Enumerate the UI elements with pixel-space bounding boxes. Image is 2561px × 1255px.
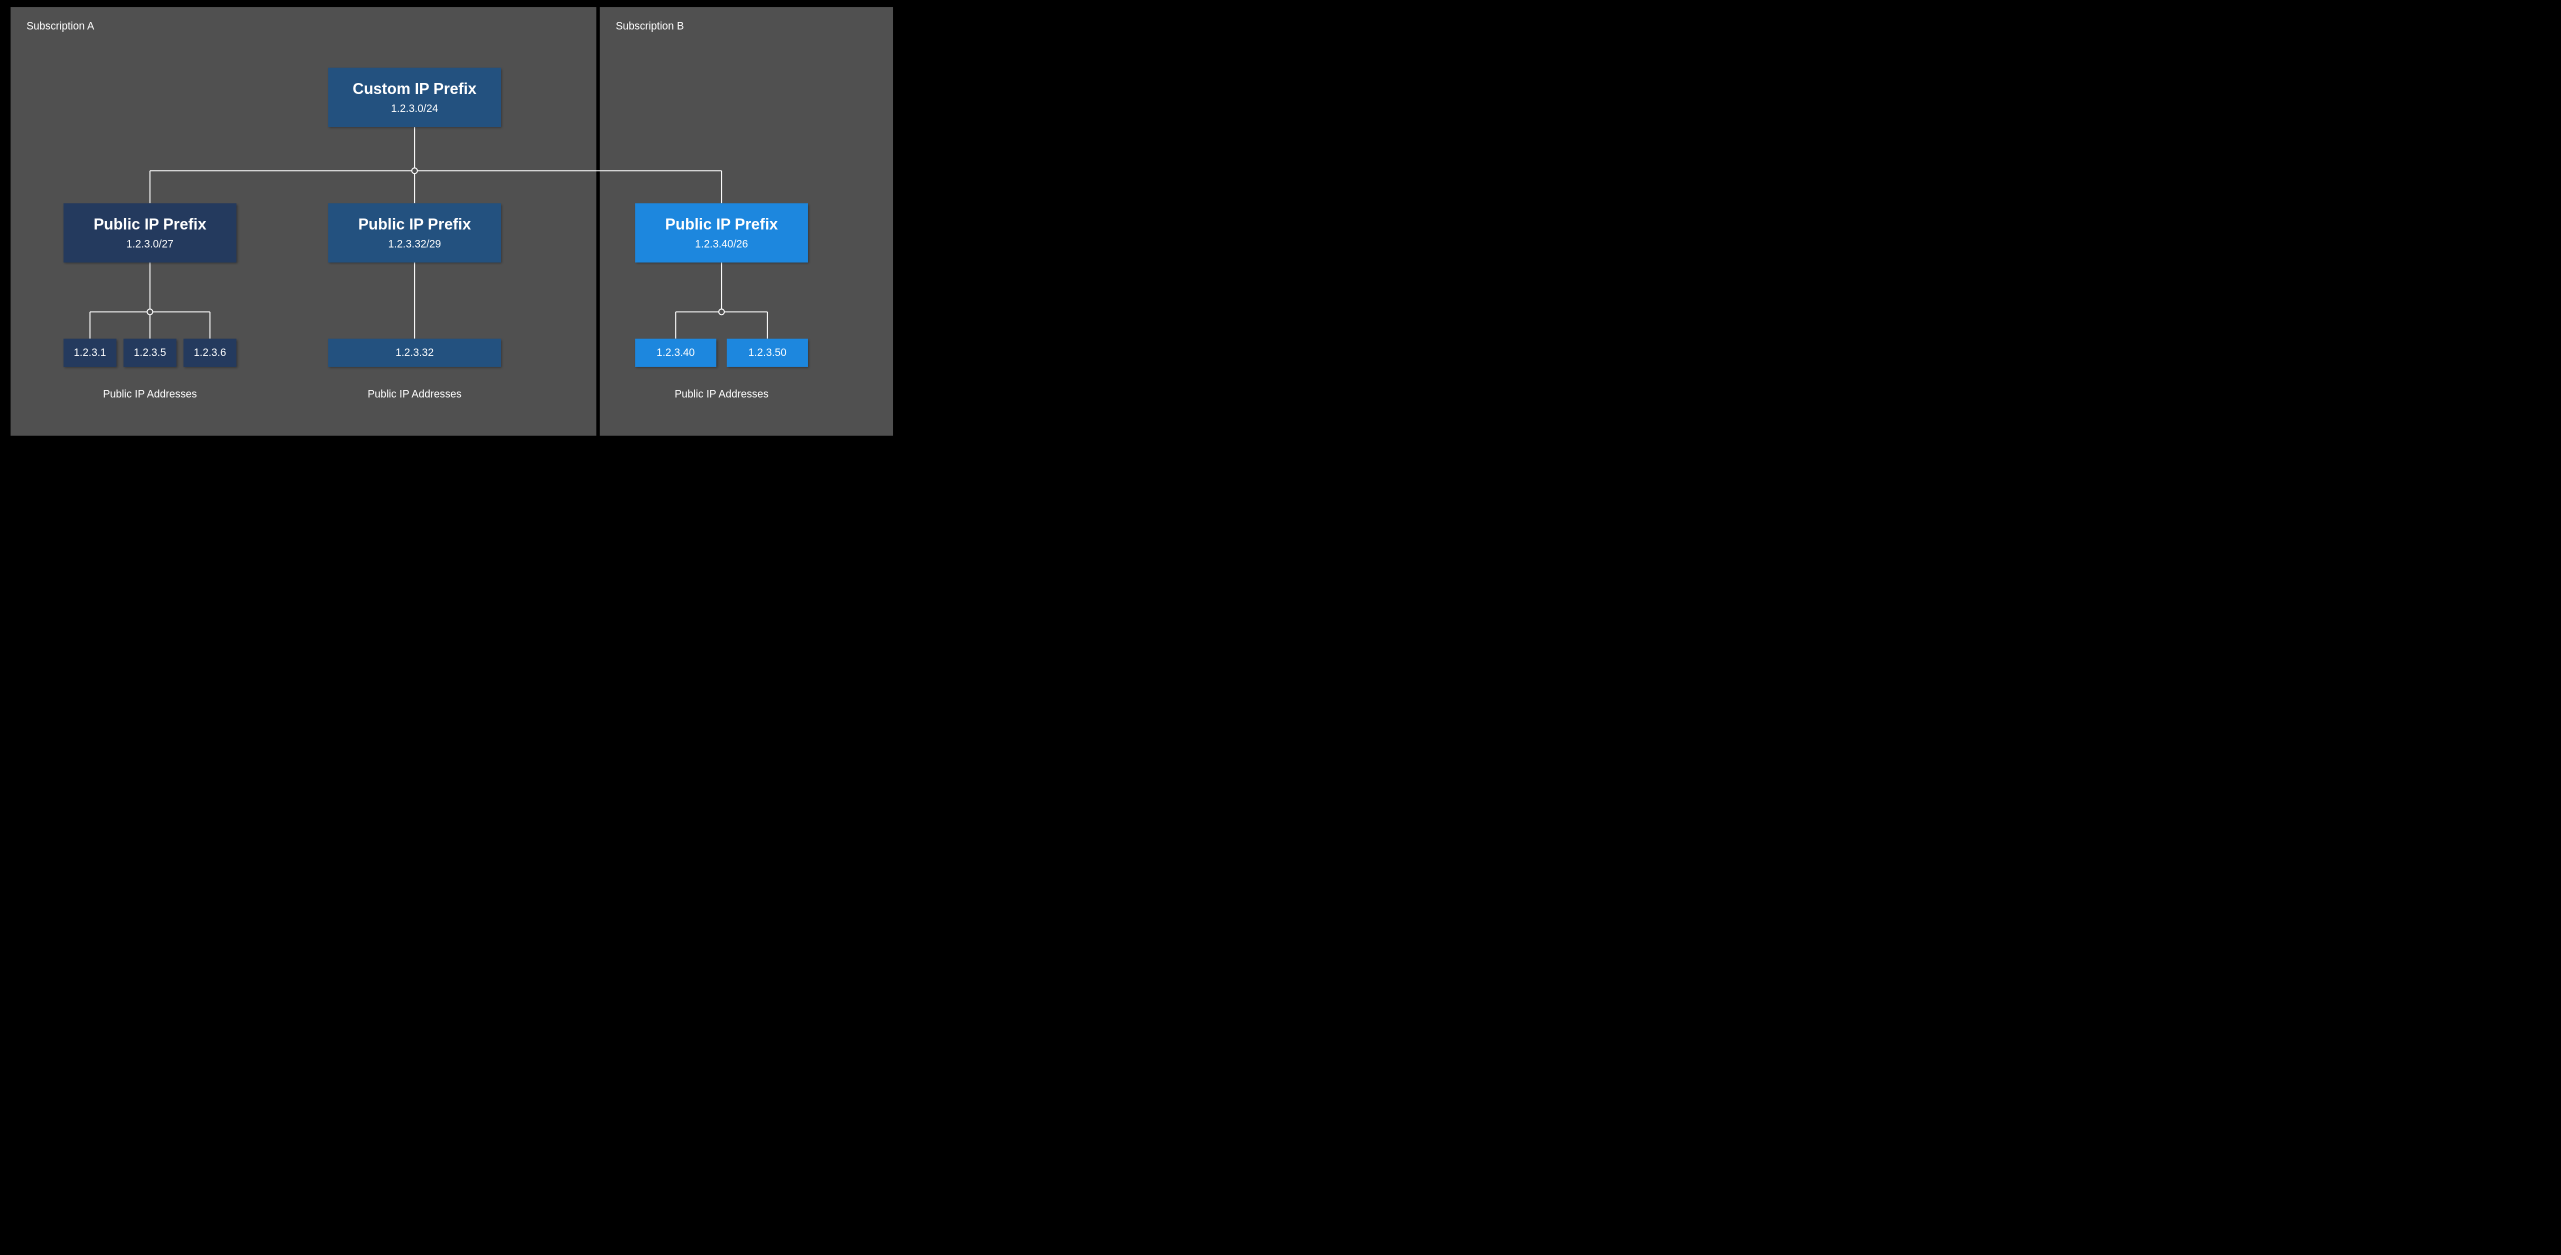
subscription-a-title: Subscription A [26,20,94,32]
ip-address-5: 1.2.3.40 [635,339,716,367]
public-ip-prefix-3-title: Public IP Prefix [665,215,778,233]
diagram-canvas: Subscription A Subscription B Custom IP … [0,0,904,443]
ip-address-1: 1.2.3.1 [64,339,117,367]
public-ip-prefix-3-cidr: 1.2.3.40/26 [695,238,748,250]
custom-ip-prefix-cidr: 1.2.3.0/24 [391,103,438,115]
ip-address-2: 1.2.3.5 [123,339,176,367]
ip-address-6: 1.2.3.50 [727,339,808,367]
public-ip-prefix-1-title: Public IP Prefix [94,215,207,233]
public-ip-prefix-1-cidr: 1.2.3.0/27 [126,238,173,250]
public-ip-prefix-2-node: Public IP Prefix 1.2.3.32/29 [328,203,501,262]
public-ip-prefix-2-cidr: 1.2.3.32/29 [388,238,441,250]
public-ip-addresses-label-1: Public IP Addresses [62,388,238,400]
public-ip-prefix-1-node: Public IP Prefix 1.2.3.0/27 [64,203,237,262]
public-ip-addresses-label-2: Public IP Addresses [326,388,502,400]
ip-address-4: 1.2.3.32 [328,339,501,367]
subscription-b-title: Subscription B [616,20,684,32]
public-ip-prefix-3-node: Public IP Prefix 1.2.3.40/26 [635,203,808,262]
custom-ip-prefix-title: Custom IP Prefix [353,80,477,98]
ip-address-3: 1.2.3.6 [183,339,236,367]
public-ip-prefix-2-title: Public IP Prefix [358,215,471,233]
public-ip-addresses-label-3: Public IP Addresses [633,388,809,400]
custom-ip-prefix-node: Custom IP Prefix 1.2.3.0/24 [328,68,501,127]
